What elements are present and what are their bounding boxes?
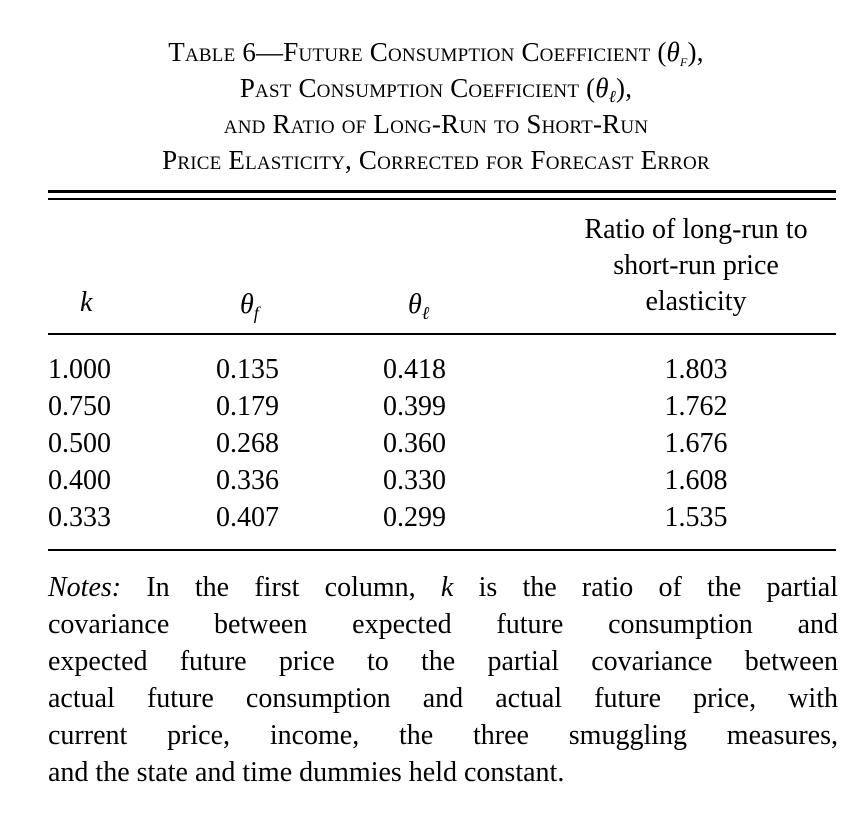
cell-theta-l: 0.399 — [383, 391, 446, 422]
cell-theta-f: 0.407 — [216, 502, 279, 533]
header-ratio-line: elasticity — [645, 286, 747, 317]
table-title-line-4: Price Elasticity, Corrected for Forecast… — [30, 142, 842, 178]
table-row: 0.750 0.179 0.399 1.762 — [0, 388, 862, 425]
header-ratio-line: Ratio of long-run to — [584, 214, 808, 245]
table-row: 1.000 0.135 0.418 1.803 — [0, 351, 862, 388]
header-theta-f: θf — [240, 289, 259, 323]
header-k: k — [80, 287, 93, 318]
title-text: and Ratio of Long-Run to Short-Run — [223, 109, 649, 139]
title-text: Past Consumption Coefficient ( — [239, 73, 596, 103]
header-theta-l: θℓ — [408, 289, 430, 323]
table-title-line-1: Table 6—Future Consumption Coefficient (… — [30, 34, 842, 70]
table-title-line-2: Past Consumption Coefficient (θℓ), — [30, 70, 842, 106]
theta-symbol: θ — [595, 73, 609, 103]
cell-k: 0.750 — [48, 391, 111, 422]
cell-ratio: 1.803 — [664, 354, 728, 385]
header-rule — [48, 333, 836, 335]
cell-theta-f: 0.135 — [216, 354, 279, 385]
notes-line: current price, income, the three smuggli… — [48, 720, 838, 751]
cell-theta-l: 0.360 — [383, 428, 446, 459]
notes-line: and the state and time dummies held cons… — [48, 757, 565, 788]
cell-ratio: 1.535 — [664, 502, 728, 533]
bottom-rule — [48, 549, 836, 551]
cell-k: 0.400 — [48, 465, 111, 496]
cell-theta-f: 0.179 — [216, 391, 279, 422]
notes-line: actual future consumption and actual fut… — [48, 683, 838, 714]
table-row: 0.333 0.407 0.299 1.535 — [0, 499, 862, 536]
title-text: Table 6—Future Consumption Coefficient ( — [168, 37, 667, 67]
table-row: 0.400 0.336 0.330 1.608 — [0, 462, 862, 499]
title-text: ), — [687, 37, 704, 67]
theta-subscript: ℓ — [608, 87, 617, 106]
cell-theta-f: 0.336 — [216, 465, 279, 496]
table-row: 0.500 0.268 0.360 1.676 — [0, 425, 862, 462]
title-text: Price Elasticity, Corrected for Forecast… — [162, 145, 710, 175]
cell-k: 1.000 — [48, 354, 111, 385]
notes-k-symbol: k — [440, 572, 454, 603]
notes-line: expected future price to the partial cov… — [48, 646, 838, 677]
cell-k: 0.500 — [48, 428, 111, 459]
notes-line: Notes: In the first column, k is the rat… — [48, 572, 838, 603]
theta-subscript: f — [680, 51, 688, 70]
cell-ratio: 1.676 — [664, 428, 728, 459]
cell-k: 0.333 — [48, 502, 111, 533]
top-rule-lower — [48, 198, 836, 200]
top-rule-upper — [48, 190, 836, 193]
cell-ratio: 1.608 — [664, 465, 728, 496]
cell-theta-l: 0.299 — [383, 502, 446, 533]
notes-line: covariance between expected future consu… — [48, 609, 838, 640]
header-ratio-line: short-run price — [613, 250, 779, 281]
header-ratio: Ratio of long-run to short-run price ela… — [555, 212, 837, 320]
theta-symbol: θ — [666, 37, 681, 67]
table-notes: Notes: In the first column, k is the rat… — [48, 569, 838, 791]
table-title-line-3: and Ratio of Long-Run to Short-Run — [30, 106, 842, 142]
cell-theta-l: 0.418 — [383, 354, 446, 385]
notes-label: Notes: — [48, 572, 122, 603]
cell-theta-f: 0.268 — [216, 428, 279, 459]
cell-ratio: 1.762 — [664, 391, 728, 422]
title-text: ), — [616, 73, 633, 103]
cell-theta-l: 0.330 — [383, 465, 446, 496]
